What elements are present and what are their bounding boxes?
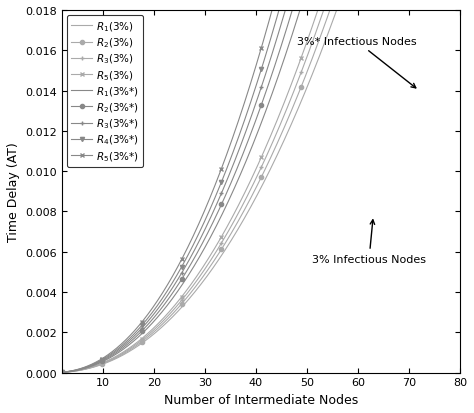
$R_3$(3%) <box>59 370 65 375</box>
Line: $R_2$(3%*): $R_2$(3%*) <box>60 0 462 375</box>
$R_3$(3%) <box>291 91 296 96</box>
$R_1$(3%*) <box>291 30 296 35</box>
$R_3$(3%) <box>301 64 307 69</box>
X-axis label: Number of Intermediate Nodes: Number of Intermediate Nodes <box>164 393 358 406</box>
$R_2$(3%) <box>291 104 296 109</box>
$R_1$(3%*) <box>84 366 90 370</box>
$R_2$(3%) <box>313 48 319 53</box>
$R_1$(3%*) <box>59 370 65 375</box>
$R_4$(3%*) <box>84 365 90 370</box>
$R_1$(3%) <box>291 118 296 123</box>
$R_5$(3%*) <box>59 370 65 375</box>
$R_5$(3%) <box>84 366 90 371</box>
$R_3$(3%*) <box>84 365 90 370</box>
Line: $R_1$(3%): $R_1$(3%) <box>62 0 460 373</box>
$R_2$(3%) <box>59 370 65 375</box>
$R_3$(3%*) <box>59 370 65 375</box>
Text: 3%* Infectious Nodes: 3%* Infectious Nodes <box>297 37 416 89</box>
$R_5$(3%) <box>313 15 319 20</box>
Line: $R_5$(3%*): $R_5$(3%*) <box>60 0 462 375</box>
$R_1$(3%) <box>301 94 307 99</box>
$R_5$(3%*) <box>84 364 90 369</box>
Line: $R_1$(3%*): $R_1$(3%*) <box>62 0 460 373</box>
$R_2$(3%*) <box>84 365 90 370</box>
$R_1$(3%*) <box>301 0 307 2</box>
Y-axis label: Time Delay (AT): Time Delay (AT) <box>7 142 20 242</box>
Line: $R_3$(3%*): $R_3$(3%*) <box>60 0 462 375</box>
$R_3$(3%) <box>84 366 90 371</box>
$R_5$(3%) <box>59 370 65 375</box>
$R_1$(3%) <box>59 370 65 375</box>
$R_2$(3%*) <box>59 370 65 375</box>
$R_1$(3%) <box>313 64 319 69</box>
$R_2$(3%*) <box>291 6 296 11</box>
$R_3$(3%) <box>313 31 319 36</box>
$R_1$(3%) <box>84 367 90 372</box>
$R_2$(3%) <box>84 366 90 371</box>
Line: $R_2$(3%): $R_2$(3%) <box>60 0 462 375</box>
$R_5$(3%) <box>301 49 307 54</box>
$R_4$(3%*) <box>59 370 65 375</box>
Line: $R_5$(3%): $R_5$(3%) <box>60 0 462 375</box>
$R_5$(3%) <box>291 78 296 83</box>
$R_2$(3%) <box>301 79 307 84</box>
Text: 3% Infectious Nodes: 3% Infectious Nodes <box>312 220 426 264</box>
Legend: $R_1$(3%), $R_2$(3%), $R_3$(3%), $R_5$(3%), $R_1$(3%*), $R_2$(3%*), $R_3$(3%*), : $R_1$(3%), $R_2$(3%), $R_3$(3%), $R_5$(3… <box>67 16 144 167</box>
Line: $R_3$(3%): $R_3$(3%) <box>60 0 462 375</box>
Line: $R_4$(3%*): $R_4$(3%*) <box>60 0 462 375</box>
